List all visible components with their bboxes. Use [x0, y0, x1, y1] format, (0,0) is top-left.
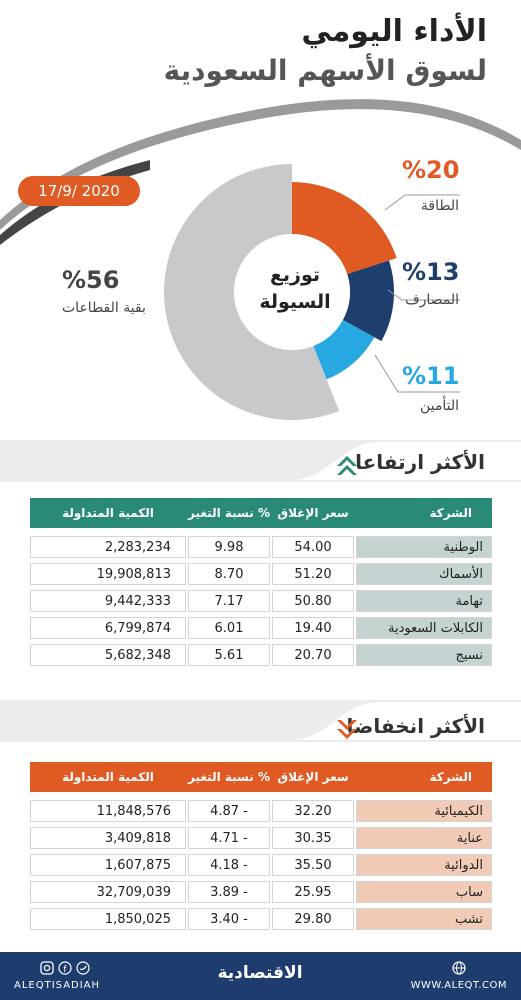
change-cell: 9.98	[188, 536, 270, 558]
gainers-col-company: الشركة	[429, 506, 472, 520]
volume-cell: 2,283,234	[30, 536, 186, 558]
change-cell: 4.71 -	[188, 827, 270, 849]
page-subtitle: لسوق الأسهم السعودية	[163, 54, 487, 87]
gainers-table-row: 19,908,813 8.70 51.20 الأسماك	[30, 563, 492, 585]
close-cell: 51.20	[272, 563, 354, 585]
close-cell: 20.70	[272, 644, 354, 666]
change-cell: 6.01	[188, 617, 270, 639]
arrow-down-icon	[337, 720, 357, 739]
header-panel: الأداء اليومي لسوق الأسهم السعودية 17/9/…	[0, 0, 521, 440]
liquidity-donut-chart	[164, 164, 397, 420]
close-cell: 19.40	[272, 617, 354, 639]
company-cell: الأسماك	[356, 563, 492, 585]
gainers-title: الأكثر ارتفاعا	[355, 450, 485, 474]
volume-cell: 5,682,348	[30, 644, 186, 666]
donut-center-line2: السيولة	[259, 291, 331, 313]
company-cell: الوطنية	[356, 536, 492, 558]
volume-cell: 32,709,039	[30, 881, 186, 903]
volume-cell: 9,442,333	[30, 590, 186, 612]
banks-label: المصارف	[405, 292, 459, 308]
footer-website[interactable]: WWW.ALEQT.COM	[410, 980, 507, 991]
company-cell: تشب	[356, 908, 492, 930]
other-sectors-label: بقية القطاعات	[62, 300, 146, 316]
gainers-table-row: 2,283,234 9.98 54.00 الوطنية	[30, 536, 492, 558]
company-cell: عناية	[356, 827, 492, 849]
gainers-table-row: 9,442,333 7.17 50.80 تهامة	[30, 590, 492, 612]
footer-handle: ALEQTISADIAH	[14, 980, 101, 991]
gainers-table-row: 6,799,874 6.01 19.40 الكابلات السعودية	[30, 617, 492, 639]
change-cell: 8.70	[188, 563, 270, 585]
close-cell: 29.80	[272, 908, 354, 930]
volume-cell: 6,799,874	[30, 617, 186, 639]
insurance-label: التأمين	[419, 398, 459, 414]
insurance-percent: %11	[402, 362, 460, 390]
energy-slice	[292, 182, 397, 275]
losers-table-row: 32,709,039 3.89 -25.95 ساب	[30, 881, 492, 903]
gainers-col-change: نسبة التغير %	[188, 506, 270, 520]
change-cell: 7.17	[188, 590, 270, 612]
volume-cell: 11,848,576	[30, 800, 186, 822]
date-badge: 17/9/ 2020	[18, 176, 140, 206]
close-cell: 35.50	[272, 854, 354, 876]
banks-percent: %13	[402, 258, 460, 286]
callout-lines	[374, 194, 460, 393]
losers-col-volume: الكمية المتداولة	[62, 770, 154, 784]
footer-bar: f ALEQTISADIAH الاقتصادية WWW.ALEQT.COM	[0, 952, 521, 1000]
other-sectors-percent: %56	[62, 266, 120, 294]
volume-cell: 1,850,025	[30, 908, 186, 930]
volume-cell: 1,607,875	[30, 854, 186, 876]
donut-center-line1: توزيع	[269, 264, 321, 286]
company-cell: الكيميائية	[356, 800, 492, 822]
close-cell: 32.20	[272, 800, 354, 822]
volume-cell: 19,908,813	[30, 563, 186, 585]
other-sectors-slice	[164, 164, 340, 420]
losers-table-row: 3,409,818 4.71 -30.35 عناية	[30, 827, 492, 849]
company-cell: تهامة	[356, 590, 492, 612]
losers-title: الأكثر انخفاضا	[346, 714, 485, 738]
gainers-title-band	[0, 442, 521, 480]
losers-col-close: سعر الإغلاق	[277, 770, 349, 784]
twitter-icon[interactable]	[76, 961, 90, 975]
arrow-up-icon	[337, 456, 357, 475]
change-cell: 3.89 -	[188, 881, 270, 903]
change-cell: 4.87 -	[188, 800, 270, 822]
close-cell: 30.35	[272, 827, 354, 849]
losers-table-row: 11,848,576 4.87 -32.20 الكيميائية	[30, 800, 492, 822]
losers-table-row: 1,607,875 4.18 -35.50 الدوائية	[30, 854, 492, 876]
company-cell: الدوائية	[356, 854, 492, 876]
volume-cell: 3,409,818	[30, 827, 186, 849]
company-cell: الكابلات السعودية	[356, 617, 492, 639]
gainers-table-row: 5,682,348 5.61 20.70 نسيج	[30, 644, 492, 666]
gainers-table-header: الشركة سعر الإغلاق نسبة التغير % الكمية …	[30, 498, 492, 528]
page-title: الأداء اليومي	[301, 14, 487, 49]
insurance-slice	[313, 319, 375, 380]
losers-title-band	[0, 702, 521, 740]
energy-percent: %20	[402, 156, 460, 184]
instagram-icon[interactable]	[40, 961, 54, 975]
banks-slice	[342, 260, 394, 342]
change-cell: 4.18 -	[188, 854, 270, 876]
change-cell: 3.40 -	[188, 908, 270, 930]
losers-col-company: الشركة	[429, 770, 472, 784]
energy-label: الطاقة	[420, 198, 459, 214]
close-cell: 54.00	[272, 536, 354, 558]
close-cell: 50.80	[272, 590, 354, 612]
gainers-col-close: سعر الإغلاق	[277, 506, 349, 520]
gainers-col-volume: الكمية المتداولة	[62, 506, 154, 520]
footer-logo: الاقتصادية	[217, 963, 303, 983]
losers-table-row: 1,850,025 3.40 -29.80 تشب	[30, 908, 492, 930]
donut-center-label: توزيع السيولة	[240, 262, 350, 316]
close-cell: 25.95	[272, 881, 354, 903]
company-cell: نسيج	[356, 644, 492, 666]
losers-table-header: الشركة سعر الإغلاق نسبة التغير % الكمية …	[30, 762, 492, 792]
globe-icon[interactable]	[452, 961, 466, 975]
losers-section: الأكثر انخفاضا الشركة سعر الإغلاق نسبة ا…	[0, 700, 521, 952]
svg-text:f: f	[63, 965, 67, 975]
facebook-icon[interactable]: f	[58, 961, 72, 975]
donut-hole	[234, 234, 350, 350]
losers-col-change: نسبة التغير %	[188, 770, 270, 784]
gainers-section: الأكثر ارتفاعا الشركة سعر الإغلاق نسبة ا…	[0, 440, 521, 696]
company-cell: ساب	[356, 881, 492, 903]
change-cell: 5.61	[188, 644, 270, 666]
